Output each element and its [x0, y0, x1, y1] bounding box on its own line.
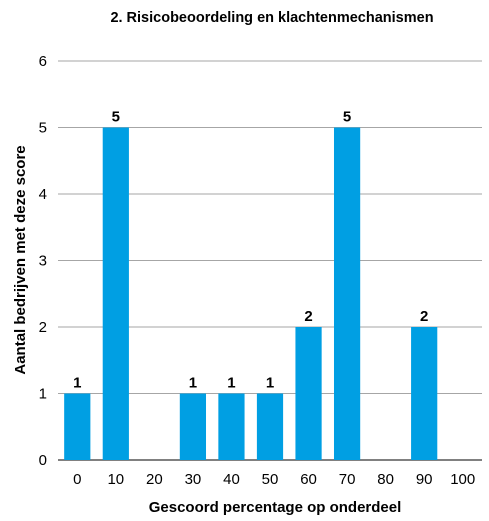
bar: [179, 393, 207, 460]
y-tick-label: 5: [39, 120, 47, 137]
bars: [64, 127, 438, 460]
x-axis-title: Gescoord percentage op onderdeel: [149, 499, 402, 516]
bar: [295, 327, 322, 460]
bar: [218, 393, 245, 460]
x-tick-label: 40: [223, 471, 240, 488]
y-tick-label: 4: [39, 186, 47, 203]
x-tick-label: 60: [300, 471, 317, 488]
bar: [411, 327, 438, 460]
bar: [256, 393, 284, 460]
y-tick-label: 6: [39, 53, 47, 70]
y-tick-label: 0: [39, 452, 47, 469]
x-tick-label: 90: [416, 471, 433, 488]
bar-value-label: 1: [227, 375, 235, 392]
y-axis-title: Aantal bedrijven met deze score: [12, 145, 29, 374]
bar: [64, 393, 91, 460]
x-tick-label: 100: [450, 471, 475, 488]
x-tick-label: 80: [377, 471, 394, 488]
chart-title: 2. Risicobeoordeling en klachtenmechanis…: [110, 10, 433, 26]
data-labels: 1 5 1 1 1 2 5 2: [73, 109, 428, 392]
bar-value-label: 1: [189, 375, 197, 392]
x-tick-label: 70: [339, 471, 356, 488]
bar: [102, 127, 129, 460]
bar-value-label: 5: [112, 109, 120, 126]
y-tick-label: 3: [39, 253, 47, 270]
y-axis-ticks: 0 1 2 3 4 5 6: [39, 53, 47, 469]
x-tick-label: 20: [146, 471, 163, 488]
x-tick-label: 30: [185, 471, 202, 488]
bar-value-label: 5: [343, 109, 351, 126]
bar: [333, 127, 361, 460]
bar-value-label: 1: [266, 375, 274, 392]
x-tick-label: 0: [73, 471, 81, 488]
x-tick-label: 50: [262, 471, 279, 488]
y-tick-label: 2: [39, 319, 47, 336]
y-tick-label: 1: [39, 386, 47, 403]
bar-value-label: 1: [73, 375, 81, 392]
bar-value-label: 2: [304, 308, 312, 325]
x-tick-label: 10: [107, 471, 124, 488]
bar-value-label: 2: [420, 308, 428, 325]
x-axis-ticks: 0 10 20 30 40 50 60 70 80 90 100: [73, 471, 475, 488]
